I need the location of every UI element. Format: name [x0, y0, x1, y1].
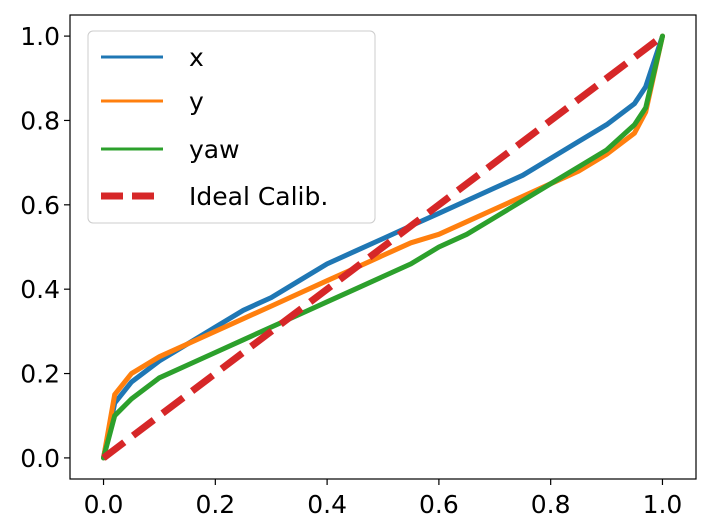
y-tick-label: 0.0	[20, 444, 60, 473]
x-axis-ticks: 0.0 0.2 0.4 0.6 0.8 1.0	[84, 479, 683, 519]
y-tick-label: 1.0	[20, 22, 60, 51]
y-tick-label: 0.6	[20, 191, 60, 220]
y-tick-label: 0.2	[20, 360, 60, 389]
series-line-y	[101, 33, 665, 461]
y-tick-label: 0.4	[20, 275, 60, 304]
legend-box	[87, 30, 376, 224]
legend-label-y: y	[189, 87, 204, 116]
legend: xy yaw Ideal Calib.	[87, 30, 376, 224]
series-line-ideal-calib	[101, 33, 665, 461]
plot-frame	[69, 14, 697, 480]
legend-label-x: x	[189, 43, 204, 72]
x-tick-label: 0.2	[195, 490, 235, 519]
series-line-yaw	[101, 33, 665, 461]
y-axis-ticks: 0.0 0.2 0.4 0.6 0.8 1.0	[20, 22, 70, 473]
plot-lines	[101, 33, 665, 461]
x-tick-label: 0.8	[531, 490, 571, 519]
y-tick-label: 0.8	[20, 106, 60, 135]
legend-label-yaw: yaw	[189, 135, 240, 164]
x-tick-label: 1.0	[643, 490, 683, 519]
x-tick-label: 0.6	[419, 490, 459, 519]
legend-label-ideal-calib: Ideal Calib.	[189, 182, 328, 211]
x-tick-label: 0.4	[307, 490, 347, 519]
x-tick-label: 0.0	[84, 490, 124, 519]
